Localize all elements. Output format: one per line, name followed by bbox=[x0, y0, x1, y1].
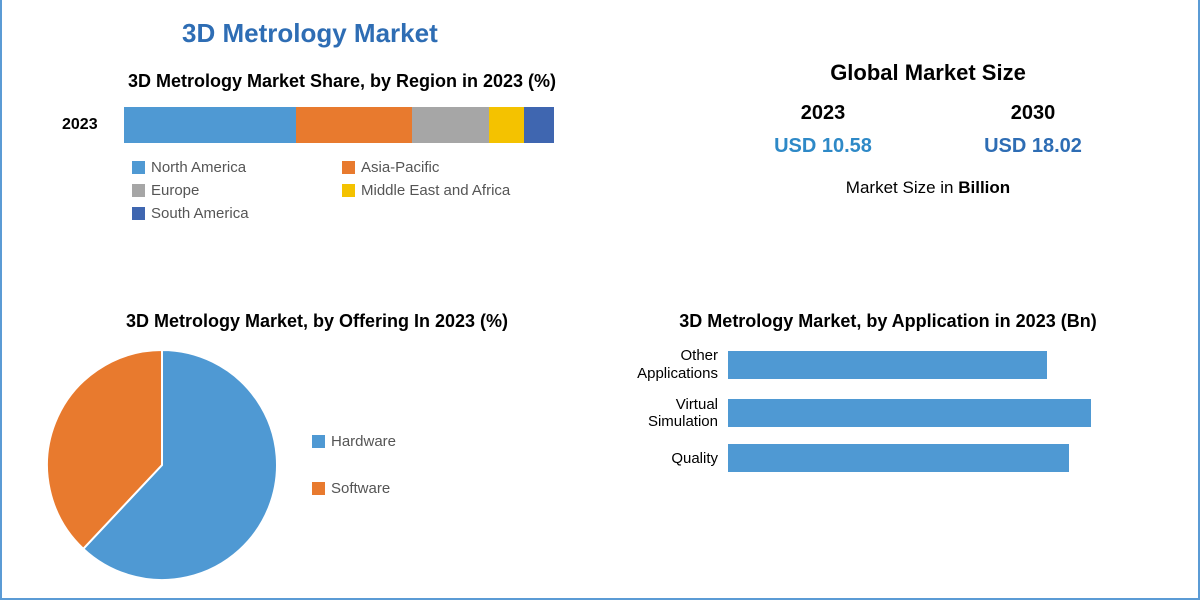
hbar-chart-title: 3D Metrology Market, by Application in 2… bbox=[608, 310, 1168, 333]
hbar-rows: Other Applications Virtual Simulation Qual… bbox=[608, 347, 1168, 472]
legend-swatch-icon bbox=[132, 161, 145, 174]
region-legend-item-2: Europe bbox=[132, 182, 332, 199]
market-size-value-1: USD 18.02 bbox=[984, 135, 1082, 158]
hbar-track bbox=[728, 351, 1168, 379]
region-segment-2 bbox=[412, 107, 489, 143]
market-size-panel: Global Market Size 2023 USD 10.58 2030 U… bbox=[718, 60, 1138, 198]
region-segment-3 bbox=[489, 107, 523, 143]
hbar-label-0: Other Applications bbox=[608, 347, 728, 382]
hbar-track bbox=[728, 444, 1168, 472]
legend-swatch-icon bbox=[312, 482, 325, 495]
hbar-row-2: Quality bbox=[608, 444, 1168, 472]
region-legend-item-3: Middle East and Africa bbox=[342, 182, 562, 199]
market-size-year-1: 2030 bbox=[984, 102, 1082, 125]
pie-row: Hardware Software bbox=[42, 345, 592, 585]
hbar-row-0: Other Applications bbox=[608, 347, 1168, 382]
application-bar-chart: 3D Metrology Market, by Application in 2… bbox=[608, 310, 1168, 486]
legend-label: North America bbox=[151, 159, 246, 176]
legend-label: Europe bbox=[151, 182, 199, 199]
legend-label: Middle East and Africa bbox=[361, 182, 510, 199]
hbar-bar-0 bbox=[728, 351, 1047, 379]
region-share-chart: 3D Metrology Market Share, by Region in … bbox=[62, 70, 622, 222]
legend-swatch-icon bbox=[342, 161, 355, 174]
region-segment-0 bbox=[124, 107, 296, 143]
legend-swatch-icon bbox=[342, 184, 355, 197]
region-legend: North America Asia-Pacific Europe Middle Ea… bbox=[132, 159, 622, 222]
pie-legend-item-1: Software bbox=[312, 480, 396, 497]
region-segment-1 bbox=[296, 107, 412, 143]
stacked-bar-row: 2023 bbox=[62, 107, 622, 143]
region-legend-item-1: Asia-Pacific bbox=[342, 159, 562, 176]
market-size-note: Market Size in Billion bbox=[718, 178, 1138, 198]
market-size-value-0: USD 10.58 bbox=[774, 135, 872, 158]
market-size-title: Global Market Size bbox=[718, 60, 1138, 86]
hbar-label-1: Virtual Simulation bbox=[608, 396, 728, 431]
stacked-bar bbox=[124, 107, 554, 143]
market-size-col-0: 2023 USD 10.58 bbox=[774, 102, 872, 158]
pie-svg bbox=[42, 345, 282, 585]
legend-swatch-icon bbox=[132, 207, 145, 220]
market-size-note-bold: Billion bbox=[958, 178, 1010, 197]
legend-label: Asia-Pacific bbox=[361, 159, 439, 176]
region-legend-item-0: North America bbox=[132, 159, 332, 176]
market-size-year-0: 2023 bbox=[774, 102, 872, 125]
region-legend-item-4: South America bbox=[132, 205, 332, 222]
offering-pie-chart: 3D Metrology Market, by Offering In 2023… bbox=[42, 310, 592, 585]
legend-label: Hardware bbox=[331, 433, 396, 450]
legend-label: Software bbox=[331, 480, 390, 497]
hbar-label-2: Quality bbox=[608, 450, 728, 467]
region-segment-4 bbox=[524, 107, 554, 143]
infographic-frame: 3D Metrology Market 3D Metrology Market … bbox=[0, 0, 1200, 600]
legend-swatch-icon bbox=[132, 184, 145, 197]
region-year-label: 2023 bbox=[62, 116, 112, 134]
hbar-row-1: Virtual Simulation bbox=[608, 396, 1168, 431]
hbar-bar-1 bbox=[728, 399, 1091, 427]
hbar-bar-2 bbox=[728, 444, 1069, 472]
legend-swatch-icon bbox=[312, 435, 325, 448]
market-size-note-prefix: Market Size in bbox=[846, 178, 958, 197]
pie-legend: Hardware Software bbox=[312, 433, 396, 497]
pie-chart-title: 3D Metrology Market, by Offering In 2023… bbox=[42, 310, 592, 333]
region-chart-title: 3D Metrology Market Share, by Region in … bbox=[62, 70, 622, 93]
market-size-grid: 2023 USD 10.58 2030 USD 18.02 bbox=[718, 102, 1138, 158]
market-size-col-1: 2030 USD 18.02 bbox=[984, 102, 1082, 158]
pie-legend-item-0: Hardware bbox=[312, 433, 396, 450]
main-title: 3D Metrology Market bbox=[182, 18, 438, 49]
legend-label: South America bbox=[151, 205, 249, 222]
hbar-track bbox=[728, 399, 1168, 427]
